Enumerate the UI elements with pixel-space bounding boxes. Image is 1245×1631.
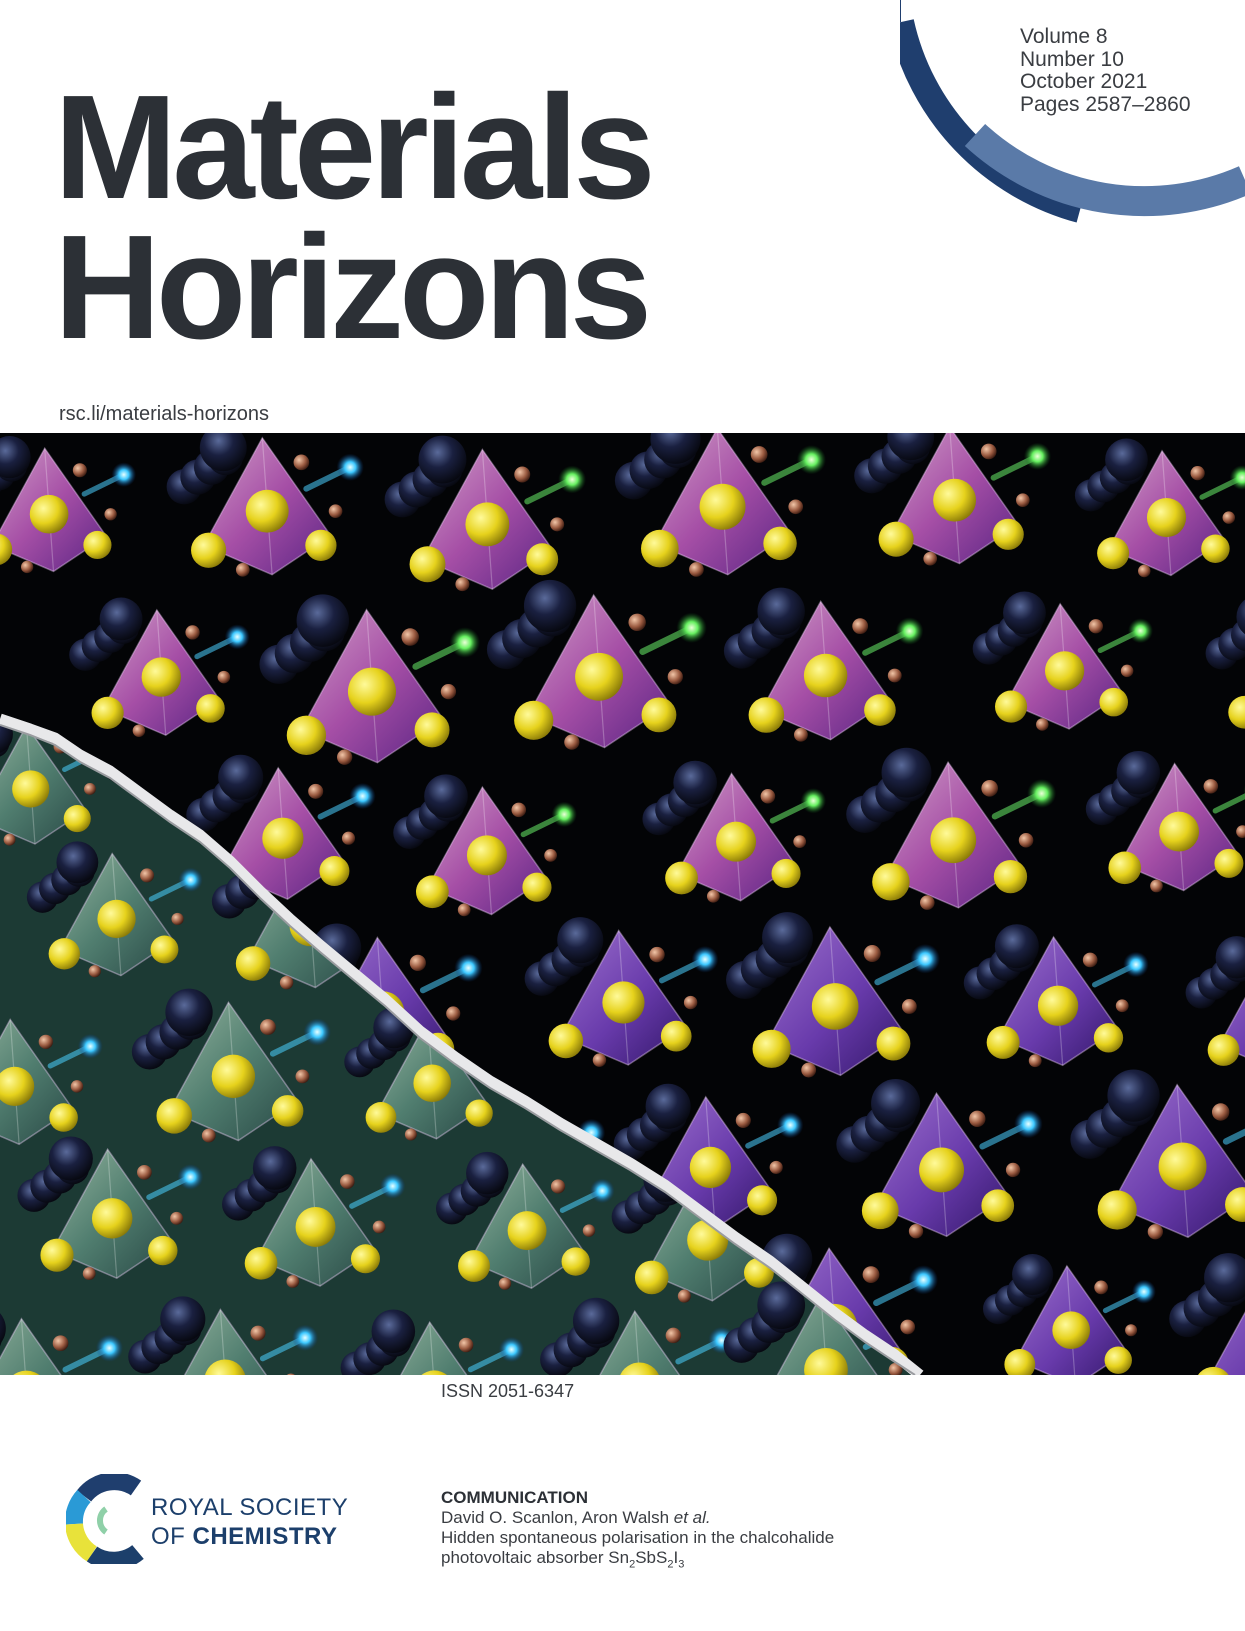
- issn: ISSN 2051-6347: [441, 1381, 575, 1401]
- number-label: Number 10: [1020, 47, 1124, 71]
- featured-article: COMMUNICATION David O. Scanlon, Aron Wal…: [441, 1488, 835, 1571]
- issue-info: Volume 8 Number 10 October 2021 Pages 25…: [1020, 25, 1191, 116]
- publisher-line2: OF CHEMISTRY: [151, 1522, 348, 1551]
- formula-mid1: SbS: [635, 1548, 668, 1567]
- article-title-line2: photovoltaic absorber Sn2SbS2I3: [441, 1548, 834, 1571]
- journal-title-line1: Materials: [54, 65, 656, 230]
- publisher-line2-bold: CHEMISTRY: [192, 1523, 338, 1550]
- formula-mid2: I: [673, 1548, 679, 1567]
- formula-sub2: 2: [667, 1558, 674, 1571]
- date-label: October 2021: [1020, 70, 1148, 93]
- authors-etal: et al.: [673, 1508, 711, 1527]
- journal-url: rsc.li/materials-horizons: [59, 403, 270, 425]
- article-title-line1: Hidden spontaneous polarisation in the c…: [441, 1528, 835, 1547]
- pages-label: Pages 2587–2860: [1020, 92, 1191, 116]
- cover-artwork: [0, 433, 1245, 1375]
- formula-sub3: 3: [678, 1558, 685, 1571]
- journal-title-line2: Horizons: [54, 205, 652, 370]
- authors-main: David O. Scanlon, Aron Walsh: [441, 1508, 674, 1527]
- cover-arc-graphic: [900, 0, 1245, 223]
- publisher-name: ROYAL SOCIETY OF CHEMISTRY: [151, 1493, 348, 1551]
- journal-title: Materials Horizons: [54, 65, 656, 370]
- rsc-logo-icon: [66, 1474, 144, 1564]
- article-type: COMMUNICATION: [441, 1488, 588, 1507]
- volume-label: Volume 8: [1020, 25, 1108, 48]
- formula-sub1: 2: [629, 1558, 636, 1571]
- title-line2-prefix: photovoltaic absorber Sn: [441, 1548, 630, 1567]
- publisher-line2-prefix: OF: [151, 1523, 193, 1550]
- publisher-line1: ROYAL SOCIETY: [151, 1494, 349, 1521]
- article-authors: David O. Scanlon, Aron Walsh et al.: [441, 1508, 834, 1528]
